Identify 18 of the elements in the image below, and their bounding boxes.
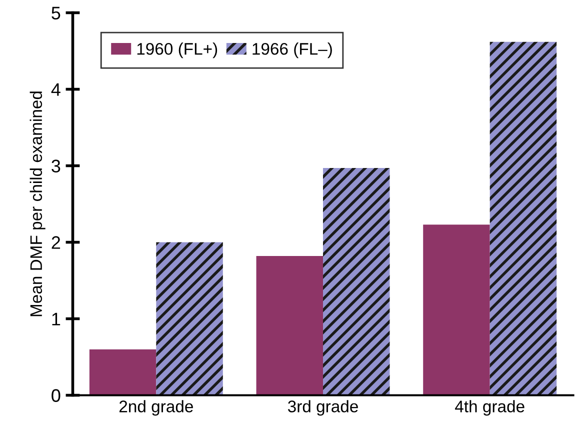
legend-label: 1966 (FL–) xyxy=(252,42,332,58)
y-tick-label: 2 xyxy=(52,236,60,249)
bar xyxy=(156,242,223,396)
y-tick-label: 4 xyxy=(51,83,60,96)
bar xyxy=(323,168,390,396)
bar xyxy=(490,42,557,396)
y-axis-title: Mean DMF per child examined xyxy=(30,92,46,316)
y-tick-label: 1 xyxy=(52,312,60,326)
bar xyxy=(423,224,490,396)
bar xyxy=(89,349,156,396)
y-tick-label: 0 xyxy=(52,389,60,402)
x-tick-label: 3rd grade xyxy=(288,400,358,416)
x-tick-label: 2nd grade xyxy=(119,400,193,416)
x-tick-label: 4th grade xyxy=(455,400,524,416)
y-tick-label: 3 xyxy=(52,160,60,172)
legend-label: 1960 (FL+) xyxy=(137,42,218,58)
bar xyxy=(256,256,324,396)
y-tick-label: 5 xyxy=(52,6,60,20)
